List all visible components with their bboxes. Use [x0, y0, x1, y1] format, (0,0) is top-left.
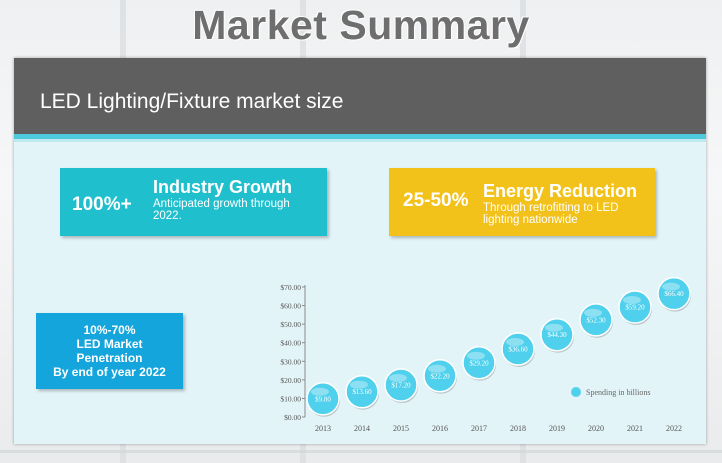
x-tick-label: 2016: [432, 424, 448, 433]
data-bubble: [579, 303, 613, 337]
bubble-highlight: [545, 323, 563, 332]
legend-marker: [571, 387, 581, 397]
legend-label: Spending in billions: [586, 388, 650, 397]
data-label: $44.30: [547, 331, 567, 339]
bubble-highlight: [623, 296, 641, 305]
y-tick-label: $70.00: [280, 283, 301, 292]
data-bubble: [384, 368, 418, 402]
bubble-highlight: [506, 338, 524, 347]
data-bubble: [462, 346, 496, 380]
x-tick-label: 2020: [588, 424, 604, 433]
data-label: $52.30: [586, 316, 606, 324]
x-tick-label: 2022: [666, 424, 682, 433]
x-tick-label: 2017: [471, 424, 487, 433]
spending-chart: $0.00 $10.00 $20.00 $30.00 $40.00 $50.00 $60.0…: [280, 276, 691, 433]
bubble-highlight: [350, 380, 368, 389]
bubble-highlight: [662, 282, 680, 291]
penetration-line-4: By end of year 2022: [53, 365, 166, 379]
energy-subtitle-line-1: Through retrofitting to LED: [483, 202, 619, 214]
data-label: $36.60: [508, 346, 528, 354]
data-label: $29.20: [469, 359, 489, 367]
slide: LED Lighting/Fixture market size 100%+ I…: [14, 58, 706, 444]
y-tick-label: $40.00: [280, 339, 301, 348]
y-tick-label: $50.00: [280, 320, 301, 329]
data-bubble: [306, 382, 340, 416]
header-accent-rule-light: [14, 139, 706, 142]
data-bubble: [540, 317, 574, 352]
y-tick-label: $30.00: [280, 357, 301, 366]
y-tick-label: $20.00: [280, 376, 301, 385]
industry-growth-card: 100%+ Industry Growth Anticipated growth…: [60, 168, 327, 236]
data-bubble: [618, 290, 652, 324]
bubble-highlight: [428, 364, 446, 373]
x-tick-label: 2021: [627, 424, 643, 433]
y-tick-label: $10.00: [280, 394, 301, 403]
growth-subtitle-line-1: Anticipated growth through: [153, 198, 290, 210]
data-label: $9.80: [315, 395, 331, 403]
bubble-highlight: [467, 351, 485, 360]
data-bubble: [345, 374, 379, 409]
y-tick-label: $60.00: [280, 302, 301, 311]
data-bubble: [501, 332, 535, 366]
x-tick-label: 2014: [354, 424, 370, 433]
growth-stat: 100%+: [72, 194, 132, 215]
x-tick-label: 2018: [510, 424, 526, 433]
energy-reduction-card: 25-50% Energy Reduction Through retrofit…: [389, 168, 655, 236]
penetration-line-3: Penetration: [76, 351, 143, 365]
penetration-range: 10%-70%: [83, 323, 136, 337]
data-label: $59.20: [625, 304, 645, 312]
x-tick-label: 2015: [393, 424, 409, 433]
bubble-highlight: [584, 308, 602, 317]
data-label: $13.60: [352, 388, 372, 396]
data-label: $66.40: [664, 290, 684, 298]
penetration-line-2: LED Market: [76, 337, 143, 351]
slide-header: LED Lighting/Fixture market size: [14, 58, 706, 134]
x-tick-label: 2019: [549, 424, 565, 433]
energy-stat: 25-50%: [403, 190, 469, 211]
bubble-highlight: [311, 387, 329, 396]
growth-title: Industry Growth: [153, 177, 292, 197]
data-bubble: [657, 276, 691, 311]
data-bubble: [423, 359, 457, 393]
y-tick-label: $0.00: [284, 413, 301, 422]
slide-header-title: LED Lighting/Fixture market size: [40, 90, 344, 113]
data-label: $17.20: [391, 382, 411, 390]
header-accent-rule: [14, 134, 706, 139]
background-bar: [0, 450, 722, 453]
market-penetration-card: 10%-70% LED Market Penetration By end of…: [36, 313, 183, 389]
page-title: Market Summary: [192, 2, 530, 48]
bubble-highlight: [389, 374, 407, 383]
x-tick-label: 2013: [315, 424, 331, 433]
energy-title: Energy Reduction: [483, 181, 638, 201]
growth-subtitle-line-2: 2022.: [153, 210, 182, 222]
energy-subtitle-line-2: lighting nationwide: [483, 214, 578, 226]
data-label: $22.20: [430, 372, 450, 380]
